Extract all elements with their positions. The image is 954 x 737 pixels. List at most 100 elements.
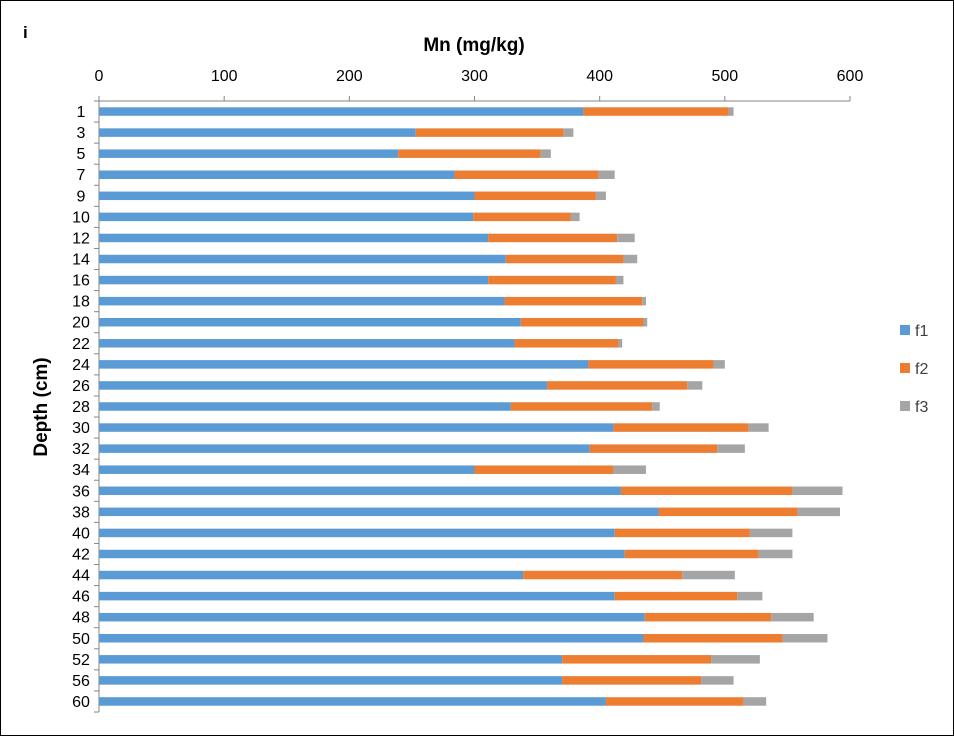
x-tick-label: 500 bbox=[711, 68, 738, 85]
bar-f2 bbox=[613, 423, 749, 432]
bar-f3 bbox=[771, 612, 814, 622]
bar-f1 bbox=[99, 339, 515, 348]
category-label: 3 bbox=[77, 125, 86, 142]
bar-f3 bbox=[782, 634, 828, 643]
category-label: 18 bbox=[72, 294, 90, 311]
category-label: 26 bbox=[72, 378, 90, 395]
x-tick-label: 200 bbox=[336, 68, 363, 85]
x-tick-label: 300 bbox=[461, 68, 488, 85]
category-label: 30 bbox=[72, 420, 90, 437]
bar-f1 bbox=[99, 444, 590, 453]
bar-f3 bbox=[792, 486, 843, 496]
bar-f2 bbox=[588, 360, 714, 369]
category-label: 46 bbox=[72, 589, 90, 606]
bar-f1 bbox=[99, 317, 521, 327]
bar-f2 bbox=[510, 402, 653, 411]
bar-f3 bbox=[711, 655, 760, 664]
bar-f2 bbox=[644, 612, 772, 622]
bar-f3 bbox=[643, 317, 648, 327]
bar-f2 bbox=[620, 486, 793, 496]
bar-f3 bbox=[570, 212, 580, 222]
category-label: 52 bbox=[72, 652, 90, 669]
bar-f2 bbox=[473, 212, 571, 222]
bar-f1 bbox=[99, 591, 615, 601]
bar-f2 bbox=[547, 381, 688, 390]
bar-f1 bbox=[99, 634, 644, 643]
legend-swatch-f2 bbox=[900, 363, 910, 373]
category-label: 28 bbox=[72, 399, 90, 416]
bar-f3 bbox=[758, 549, 793, 559]
x-tick-label: 600 bbox=[837, 68, 864, 85]
bar-f3 bbox=[728, 107, 734, 116]
bar-f3 bbox=[652, 402, 660, 411]
bar-f1 bbox=[99, 423, 614, 432]
x-tick-label: 0 bbox=[95, 68, 104, 85]
bar-f1 bbox=[99, 507, 659, 517]
category-label: 1 bbox=[77, 104, 86, 121]
legend: f1 f2 f3 bbox=[900, 323, 928, 416]
x-tick-label: 100 bbox=[211, 68, 238, 85]
bar-f1 bbox=[99, 191, 475, 201]
bar-f1 bbox=[99, 381, 548, 390]
bar-f1 bbox=[99, 697, 606, 706]
bar-f1 bbox=[99, 402, 511, 411]
bar-f3 bbox=[563, 128, 574, 137]
bar-f1 bbox=[99, 128, 416, 137]
legend-swatch-f1 bbox=[900, 325, 910, 335]
bar-f1 bbox=[99, 233, 489, 243]
category-label: 32 bbox=[72, 441, 90, 458]
category-label: 56 bbox=[72, 673, 90, 690]
category-label: 60 bbox=[72, 694, 90, 711]
category-label: 40 bbox=[72, 525, 90, 542]
bar-f2 bbox=[454, 170, 599, 179]
bar-f3 bbox=[598, 170, 615, 179]
bar-f3 bbox=[717, 444, 745, 453]
bar-f1 bbox=[99, 655, 563, 664]
bar-f2 bbox=[583, 107, 729, 116]
bar-f3 bbox=[642, 296, 646, 306]
category-label: 22 bbox=[72, 336, 90, 353]
category-label: 38 bbox=[72, 504, 90, 521]
bar-f1 bbox=[99, 149, 399, 158]
bar-f3 bbox=[613, 465, 646, 474]
bar-f3 bbox=[737, 591, 763, 601]
bar-f2 bbox=[488, 275, 616, 285]
bar-f3 bbox=[618, 339, 623, 348]
x-axis: 0 100 200 300 400 500 600 bbox=[95, 68, 864, 102]
bar-f2 bbox=[523, 570, 683, 580]
bar-f3 bbox=[595, 191, 606, 201]
category-label: 24 bbox=[72, 357, 90, 374]
category-label: 36 bbox=[72, 483, 90, 500]
bar-f3 bbox=[749, 528, 793, 538]
bar-f2 bbox=[520, 317, 644, 327]
bar-f2 bbox=[624, 549, 759, 559]
category-label: 50 bbox=[72, 631, 90, 648]
bar-f1 bbox=[99, 486, 621, 496]
bar-f3 bbox=[797, 507, 840, 517]
bar-f2 bbox=[658, 507, 798, 517]
category-label: 42 bbox=[72, 546, 90, 563]
category-label: 44 bbox=[72, 568, 90, 585]
bar-f2 bbox=[514, 339, 619, 348]
x-axis-title: Mn (mg/kg) bbox=[423, 35, 524, 56]
bar-f2 bbox=[505, 254, 624, 264]
category-label: 10 bbox=[72, 209, 90, 226]
x-tick-label: 400 bbox=[586, 68, 613, 85]
bar-f3 bbox=[540, 149, 551, 158]
category-label: 34 bbox=[72, 462, 90, 479]
bar-f2 bbox=[504, 296, 643, 306]
bar-f2 bbox=[614, 591, 738, 601]
bar-f3 bbox=[713, 360, 725, 369]
bar-f3 bbox=[617, 233, 635, 243]
y-axis: 1 3 5 7 9 10 12 14 16 18 20 22 24 26 28 30 32 34 36 38 40 42 4… bbox=[72, 100, 100, 713]
legend-label-f2: f2 bbox=[915, 361, 928, 378]
bar-f1 bbox=[99, 570, 524, 580]
bar-f1 bbox=[99, 212, 474, 222]
bar-f3 bbox=[701, 676, 734, 685]
bar-f2 bbox=[398, 149, 541, 158]
category-label: 14 bbox=[72, 252, 90, 269]
bar-f3 bbox=[743, 697, 767, 706]
category-label: 16 bbox=[72, 273, 90, 290]
